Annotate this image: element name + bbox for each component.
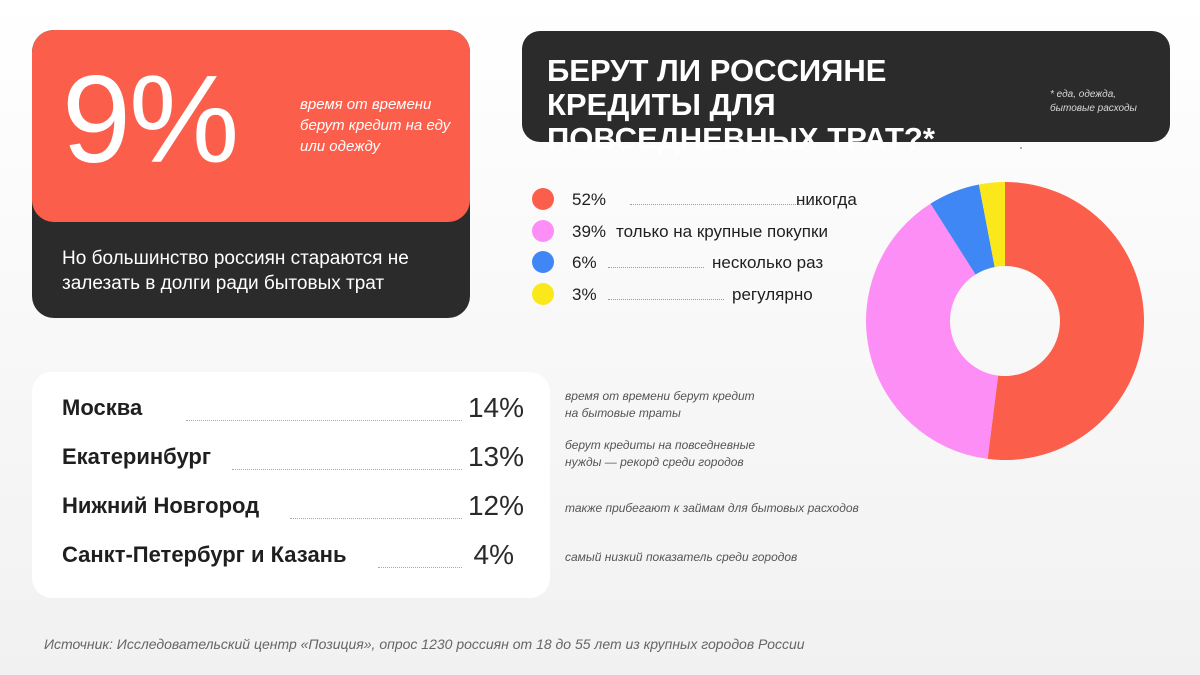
legend-leader [608, 299, 724, 300]
city-note: также прибегают к займам для бытовых рас… [565, 501, 859, 515]
city-leader [290, 518, 462, 519]
city-value: 14% [467, 392, 524, 423]
legend-label: несколько раз [712, 253, 824, 272]
chart-title-footnote: * еда, одежда, бытовые расходы [1050, 89, 1137, 114]
legend-item: 39% только на крупные покупки [532, 218, 872, 246]
headline-note: Но большинство россиян стараются не зале… [62, 248, 409, 294]
donut-slice-4 [978, 182, 1005, 267]
cities-card: Москва 14% Екатеринбург 13% Нижний Новго… [32, 372, 550, 598]
legend-item: 6% несколько раз [532, 249, 872, 277]
city-note: самый низкий показатель среди городов [565, 550, 798, 564]
city-name: Санкт-Петербург и Казань [62, 542, 347, 567]
city-row: Москва 14% [62, 390, 524, 430]
legend-swatch [532, 283, 554, 305]
donut-chart [866, 182, 1144, 460]
decorative-dot [1020, 147, 1022, 149]
legend-label: регулярно [732, 285, 813, 304]
chart-title-card: БЕРУТ ЛИ РОССИЯНЕ КРЕДИТЫ ДЛЯ ПОВСЕДНЕВН… [522, 31, 1170, 156]
source-note: Источник: Исследовательский центр «Позиц… [44, 636, 805, 652]
legend-swatch [532, 251, 554, 273]
legend-label: никогда [796, 190, 857, 209]
city-row: Санкт-Петербург и Казань 4% [62, 537, 524, 577]
city-name: Екатеринбург [62, 444, 212, 469]
city-value: 4% [473, 539, 514, 570]
headline-red-panel: 9% время от времени берут кредит на еду … [32, 30, 470, 222]
legend-swatch [532, 220, 554, 242]
legend-leader [630, 204, 822, 205]
chart-title: БЕРУТ ЛИ РОССИЯНЕ КРЕДИТЫ ДЛЯ ПОВСЕДНЕВН… [547, 53, 935, 156]
city-row: Екатеринбург 13% [62, 439, 524, 479]
donut-slice-1 [987, 182, 1144, 460]
city-leader [232, 469, 462, 470]
legend-leader [608, 267, 704, 268]
legend-value: 39% [572, 222, 607, 241]
legend-value: 52% [572, 190, 607, 209]
headline-caption: время от времени берут кредит на еду или… [300, 96, 451, 155]
donut-slice-2 [866, 203, 999, 459]
legend-value: 3% [572, 285, 597, 304]
legend-item: 52% никогда [532, 186, 872, 214]
city-name: Нижний Новгород [62, 493, 260, 518]
legend-value: 6% [572, 253, 597, 272]
legend-label: только на крупные покупки [616, 222, 828, 241]
city-note: берут кредиты на повседневные нужды — ре… [565, 438, 756, 469]
donut-slice-3 [930, 184, 995, 275]
headline-value: 9% [62, 51, 239, 189]
city-leader [378, 567, 462, 568]
city-leader [186, 420, 462, 421]
city-value: 12% [467, 490, 524, 521]
city-value: 13% [467, 441, 524, 472]
headline-card: 9% время от времени берут кредит на еду … [32, 30, 470, 318]
city-note: время от времени берут кредит на бытовые… [565, 389, 755, 420]
city-name: Москва [62, 395, 143, 420]
legend-swatch [532, 188, 554, 210]
legend-item: 3% регулярно [532, 281, 872, 309]
city-row: Нижний Новгород 12% [62, 488, 524, 528]
